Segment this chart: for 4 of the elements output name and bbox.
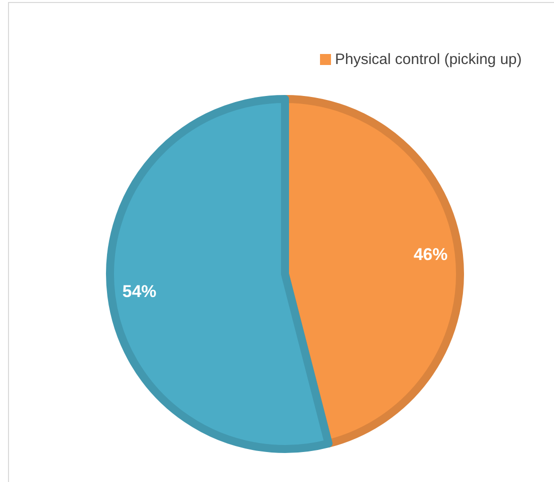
legend-label: Physical control (picking up) xyxy=(335,50,522,68)
pie-slice xyxy=(106,95,333,453)
data-label: 54% xyxy=(122,282,156,301)
data-label: 46% xyxy=(414,245,448,264)
